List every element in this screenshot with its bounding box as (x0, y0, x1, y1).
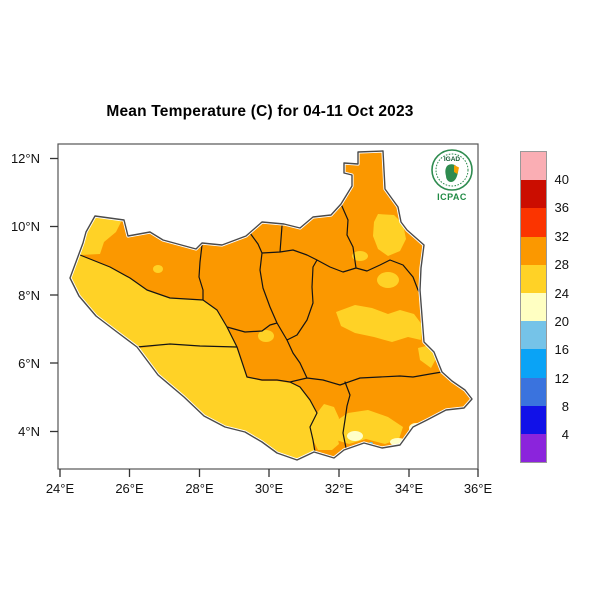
colorbar-cell (521, 236, 546, 265)
lon-tick-label: 32°E (324, 481, 354, 496)
yellow-patch-south (137, 345, 317, 460)
yellow-patch (310, 404, 339, 450)
yellow-patch-west (70, 216, 237, 347)
icpac-logo: IGAD ICPAC (431, 149, 473, 202)
cream-patch (347, 431, 363, 441)
colorbar-cell (521, 321, 546, 350)
lon-tick-label: 34°E (394, 481, 424, 496)
colorbar-cell (521, 433, 546, 463)
state-boundaries (79, 203, 443, 453)
logo-wreath-icon (435, 153, 469, 187)
lat-tick-label: 12°N (10, 151, 40, 166)
yellow-patch (258, 330, 274, 342)
yellow-patch-east (336, 305, 423, 342)
colorbar-cell (521, 152, 546, 181)
axis-ticks (50, 157, 479, 477)
lon-tick-label: 26°E (115, 481, 144, 496)
yellow-patch-uppernile (373, 214, 406, 256)
yellow-patch (153, 265, 163, 273)
lon-tick-label: 28°E (185, 481, 214, 496)
colorbar-label: 40 (554, 172, 569, 187)
yellow-patch (377, 272, 399, 288)
lon-tick-label: 30°E (254, 481, 284, 496)
figure-title: Mean Temperature (C) for 04-11 Oct 2023 (106, 103, 414, 120)
colorbar-label: 36 (554, 200, 569, 216)
colorbar-label: 12 (554, 370, 569, 386)
colorbar-cell (521, 292, 546, 322)
colorbar-cell (521, 208, 546, 237)
logo-center-text: ICPAC (437, 192, 467, 202)
colorbar-cell (521, 180, 546, 209)
lon-tick-label: 24°E (45, 481, 75, 496)
plot-frame (57, 143, 479, 470)
country-coastline (69, 150, 473, 461)
yellow-patch (352, 251, 368, 261)
colorbar-label: 28 (554, 257, 569, 273)
colorbar-cell (521, 264, 546, 293)
colorbar-label: 20 (554, 313, 569, 329)
logo-org-text: IGAD (444, 156, 461, 163)
lon-tick-label: 36°E (463, 481, 493, 496)
lat-tick-label: 4°N (18, 424, 40, 439)
lat-tick-label: 10°N (10, 219, 40, 234)
lat-tick-label: 6°N (18, 355, 40, 371)
lat-tick-label: 8°N (18, 287, 40, 303)
colorbar-label: 8 (561, 398, 569, 414)
temperature-patches (70, 214, 437, 460)
colorbar-label: 16 (554, 342, 569, 358)
africa-horn-highlight (454, 165, 459, 174)
colorbar-cell (521, 349, 546, 378)
colorbar-cell (521, 377, 546, 406)
colorbar-label: 32 (554, 228, 569, 244)
colorbar-label: 24 (554, 285, 569, 301)
colorbar-label: 4 (561, 427, 569, 443)
colorbar-cell (521, 405, 546, 434)
temperature-colorbar (520, 151, 547, 463)
